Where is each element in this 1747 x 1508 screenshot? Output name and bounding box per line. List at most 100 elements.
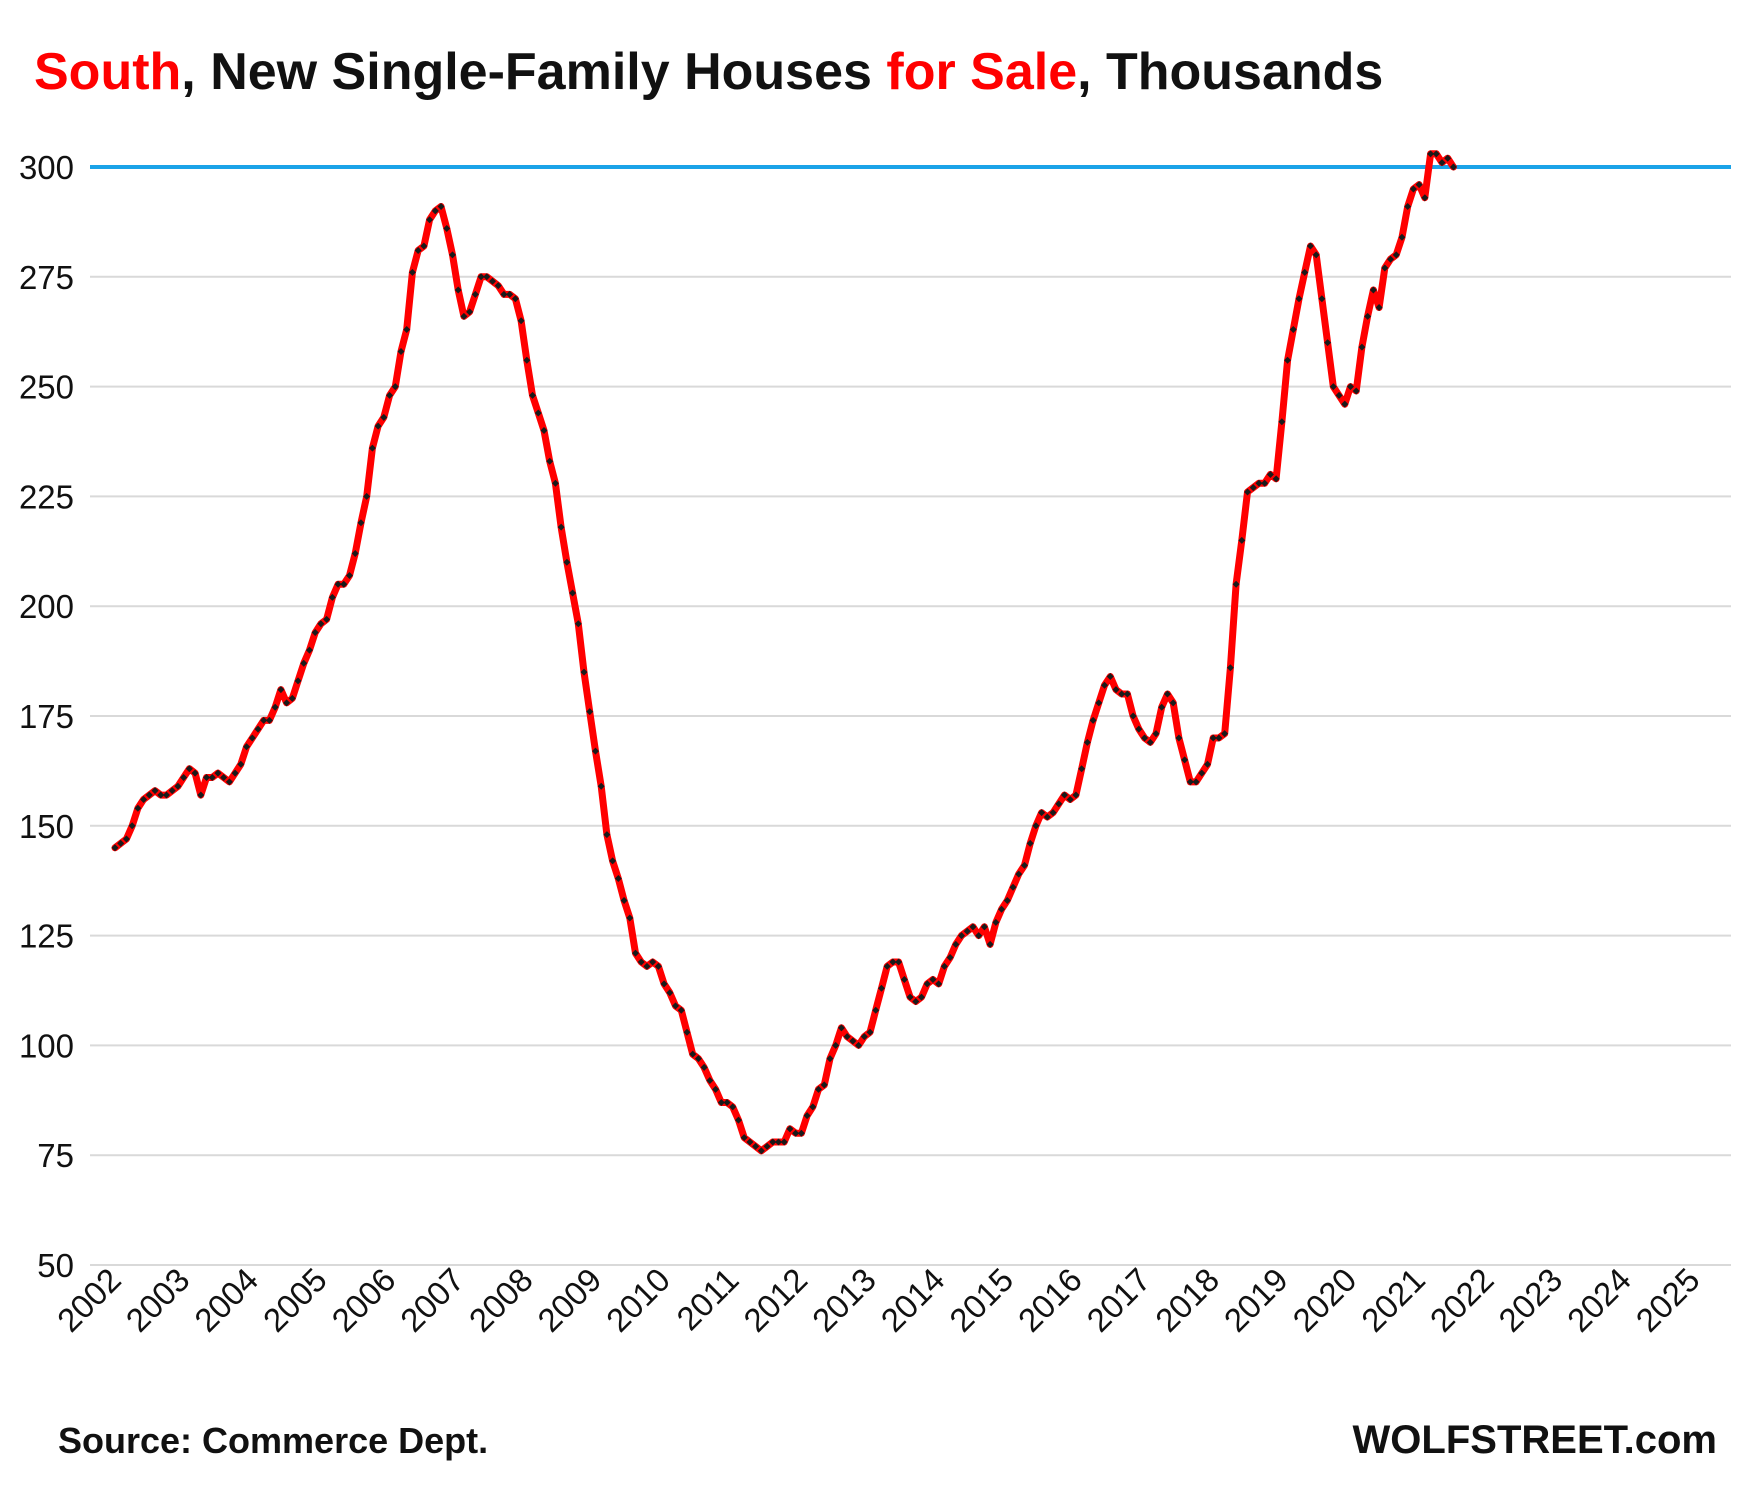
data-point-marker [689, 1050, 697, 1058]
data-point-marker [1335, 391, 1343, 399]
data-point-marker [426, 216, 434, 224]
data-point-marker [1141, 734, 1149, 742]
data-point-marker [140, 795, 148, 803]
data-point-marker [1318, 295, 1326, 303]
data-point-marker [1324, 339, 1332, 347]
data-point-marker [769, 1138, 777, 1146]
data-point-marker [666, 989, 674, 997]
data-point-marker [157, 791, 165, 799]
source-note: Source: Commerce Dept. [58, 1420, 489, 1461]
data-point-marker [225, 778, 233, 786]
data-point-marker [1152, 730, 1160, 738]
data-point-marker [717, 1098, 725, 1106]
data-point-marker [706, 1077, 714, 1085]
data-point-marker [431, 207, 439, 215]
data-point-marker [906, 993, 914, 1001]
data-point-marker [597, 782, 605, 790]
data-point-marker [866, 1028, 874, 1036]
data-point-marker [1181, 756, 1189, 764]
data-point-marker [815, 1085, 823, 1093]
data-point-marker [935, 980, 943, 988]
x-tick-label: 2023 [1491, 1261, 1569, 1339]
title-units: , Thousands [1077, 43, 1384, 101]
data-point-marker [197, 791, 205, 799]
data-point-marker [277, 686, 285, 694]
data-point-marker [511, 295, 519, 303]
y-tick-label: 50 [37, 1247, 74, 1284]
data-point-marker [1123, 690, 1131, 698]
data-point-marker [443, 224, 451, 232]
data-point-marker [992, 918, 1000, 926]
data-point-marker [672, 1002, 680, 1010]
data-point-marker [591, 747, 599, 755]
data-point-marker [414, 246, 422, 254]
data-point-marker [231, 769, 239, 777]
data-point-marker [174, 782, 182, 790]
data-point-marker [397, 347, 405, 355]
data-point-marker [1375, 304, 1383, 312]
data-point-marker [1015, 870, 1023, 878]
data-point-marker [786, 1125, 794, 1133]
data-point-marker [363, 492, 371, 500]
data-point-marker [569, 589, 577, 597]
data-point-marker [1169, 699, 1177, 707]
data-point-marker [586, 708, 594, 716]
data-point-marker [1444, 154, 1452, 162]
data-point-marker [162, 791, 170, 799]
data-point-marker [889, 958, 897, 966]
data-point-marker [855, 1041, 863, 1049]
data-point-marker [1341, 400, 1349, 408]
x-tick-label: 2016 [1011, 1261, 1089, 1339]
data-point-marker [563, 558, 571, 566]
data-point-marker [1381, 264, 1389, 272]
data-point-marker [1146, 738, 1154, 746]
data-point-marker [694, 1055, 702, 1063]
data-point-marker [546, 457, 554, 465]
data-point-marker [940, 962, 948, 970]
data-point-marker [243, 743, 251, 751]
data-point-marker [448, 251, 456, 259]
data-point-marker [1083, 738, 1091, 746]
data-point-marker [1392, 251, 1400, 259]
data-point-marker [1249, 484, 1257, 492]
data-point-marker [466, 308, 474, 316]
data-point-marker [1112, 686, 1120, 694]
data-point-marker [746, 1138, 754, 1146]
data-point-marker [1238, 536, 1246, 544]
title-region: South [34, 43, 182, 101]
data-point-marker [1421, 194, 1429, 202]
data-point-marker [1404, 203, 1412, 211]
y-tick-label: 150 [19, 808, 74, 845]
data-point-marker [185, 765, 193, 773]
data-point-marker [328, 593, 336, 601]
data-point-marker [946, 954, 954, 962]
data-point-marker [775, 1138, 783, 1146]
data-point-marker [145, 791, 153, 799]
gridlines [90, 275, 1731, 1266]
data-point-marker [1215, 734, 1223, 742]
data-point-marker [918, 993, 925, 1001]
data-point-marker [986, 940, 994, 948]
data-point-marker [1186, 778, 1194, 786]
data-point-marker [180, 773, 188, 781]
y-tick-label: 250 [19, 369, 74, 406]
data-point-marker [214, 769, 222, 777]
data-point-marker [408, 268, 416, 276]
data-point-marker [117, 839, 125, 847]
data-point-marker [1032, 822, 1040, 830]
data-point-marker [294, 677, 302, 685]
data-point-marker [374, 422, 382, 430]
data-point-marker [471, 290, 479, 298]
data-point-marker [1427, 150, 1435, 158]
data-point-marker [1438, 159, 1446, 167]
data-point-marker [603, 831, 611, 839]
data-point-marker [517, 317, 525, 325]
data-point-marker [797, 1129, 805, 1137]
data-point-marker [1089, 716, 1097, 724]
data-point-marker [952, 940, 960, 948]
data-point-marker [1244, 488, 1252, 496]
x-tick-label: 2025 [1629, 1261, 1707, 1339]
data-point-marker [712, 1085, 720, 1093]
data-point-marker [1118, 690, 1126, 698]
